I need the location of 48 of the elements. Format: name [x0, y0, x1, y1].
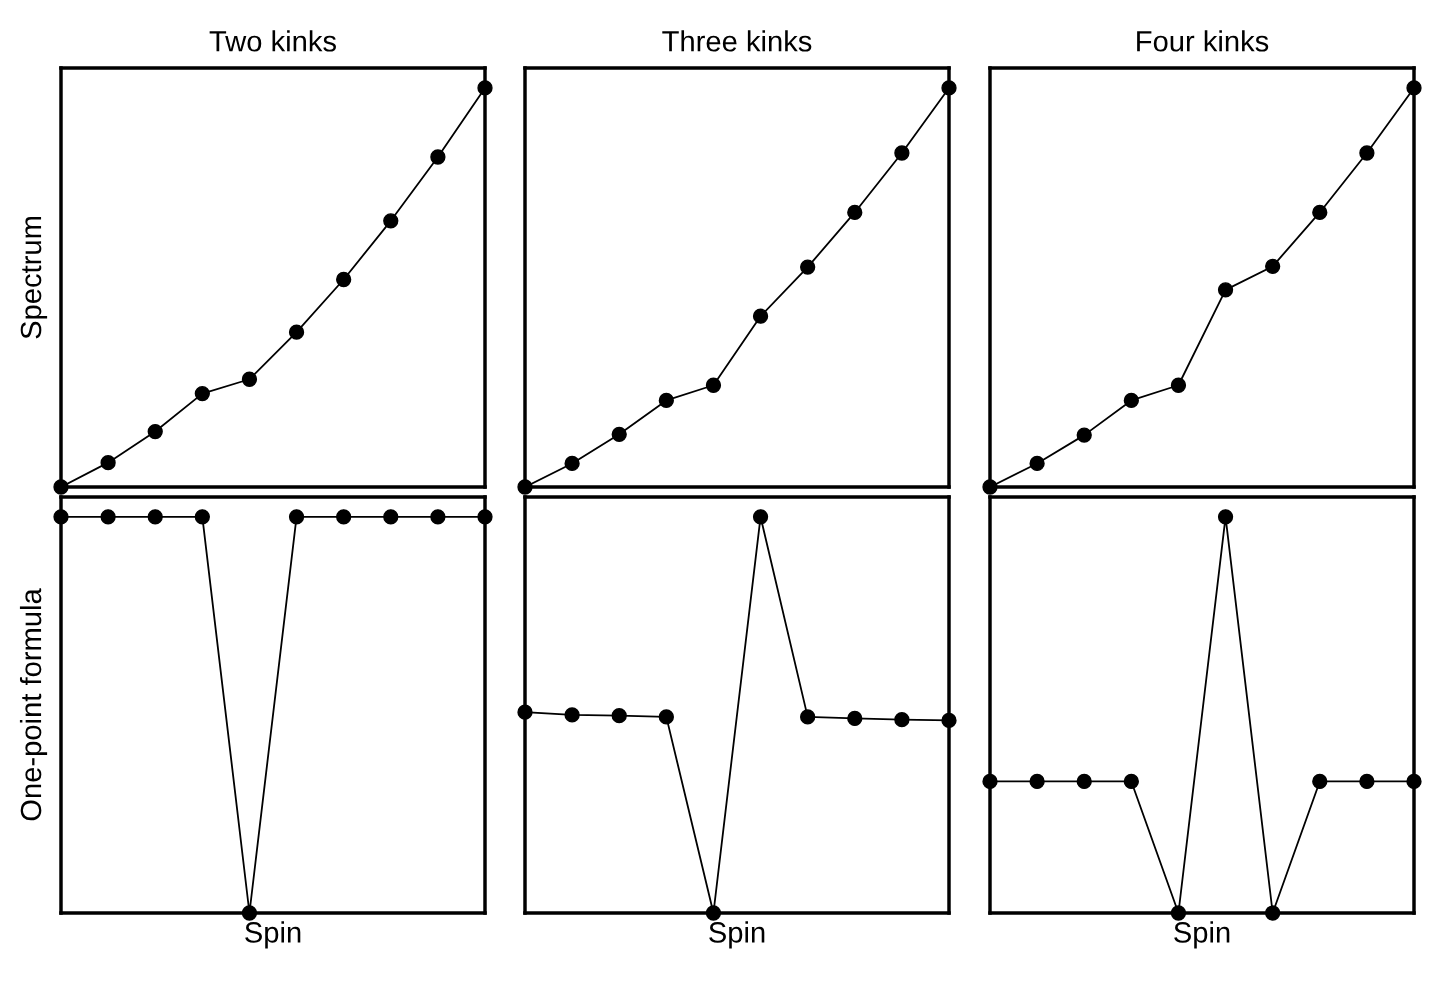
point — [1359, 145, 1375, 161]
x-axis-title: Spin — [1174, 921, 1230, 949]
point — [517, 704, 533, 720]
point — [752, 308, 769, 324]
point — [1406, 80, 1422, 96]
point — [1265, 258, 1281, 274]
point — [982, 479, 998, 495]
point — [1217, 282, 1234, 298]
point — [1123, 392, 1139, 409]
point — [847, 710, 863, 727]
point — [100, 455, 116, 471]
point — [147, 423, 163, 440]
point — [336, 271, 352, 288]
point — [1170, 377, 1187, 393]
point — [241, 371, 258, 387]
point — [517, 479, 533, 495]
point — [752, 509, 769, 525]
x-axis-title: Spin — [245, 921, 301, 949]
point — [894, 145, 910, 161]
point — [611, 708, 627, 724]
point — [941, 712, 957, 729]
point — [194, 385, 210, 402]
point — [894, 712, 910, 728]
point — [705, 377, 722, 393]
point — [477, 80, 493, 96]
point — [1076, 427, 1092, 443]
chart-title: Four kinks — [1137, 30, 1269, 52]
chart-title: Three kinks — [662, 30, 812, 52]
point — [941, 80, 957, 96]
point — [847, 204, 863, 221]
point — [1029, 455, 1045, 472]
point — [383, 213, 399, 229]
point — [800, 259, 816, 275]
x-axis-title: Spin — [709, 921, 765, 949]
point — [430, 149, 446, 165]
point — [53, 479, 69, 495]
point — [705, 905, 722, 921]
point — [564, 455, 580, 472]
point — [611, 426, 627, 442]
point — [658, 392, 674, 409]
point — [564, 707, 580, 723]
point — [658, 709, 674, 725]
point — [800, 709, 816, 725]
point — [288, 324, 305, 340]
chart-title: Two kinks — [209, 30, 336, 52]
y-axis-title: Spectrum — [20, 217, 48, 339]
point — [1312, 204, 1328, 221]
y-axis-title: One-point formula — [19, 588, 48, 821]
